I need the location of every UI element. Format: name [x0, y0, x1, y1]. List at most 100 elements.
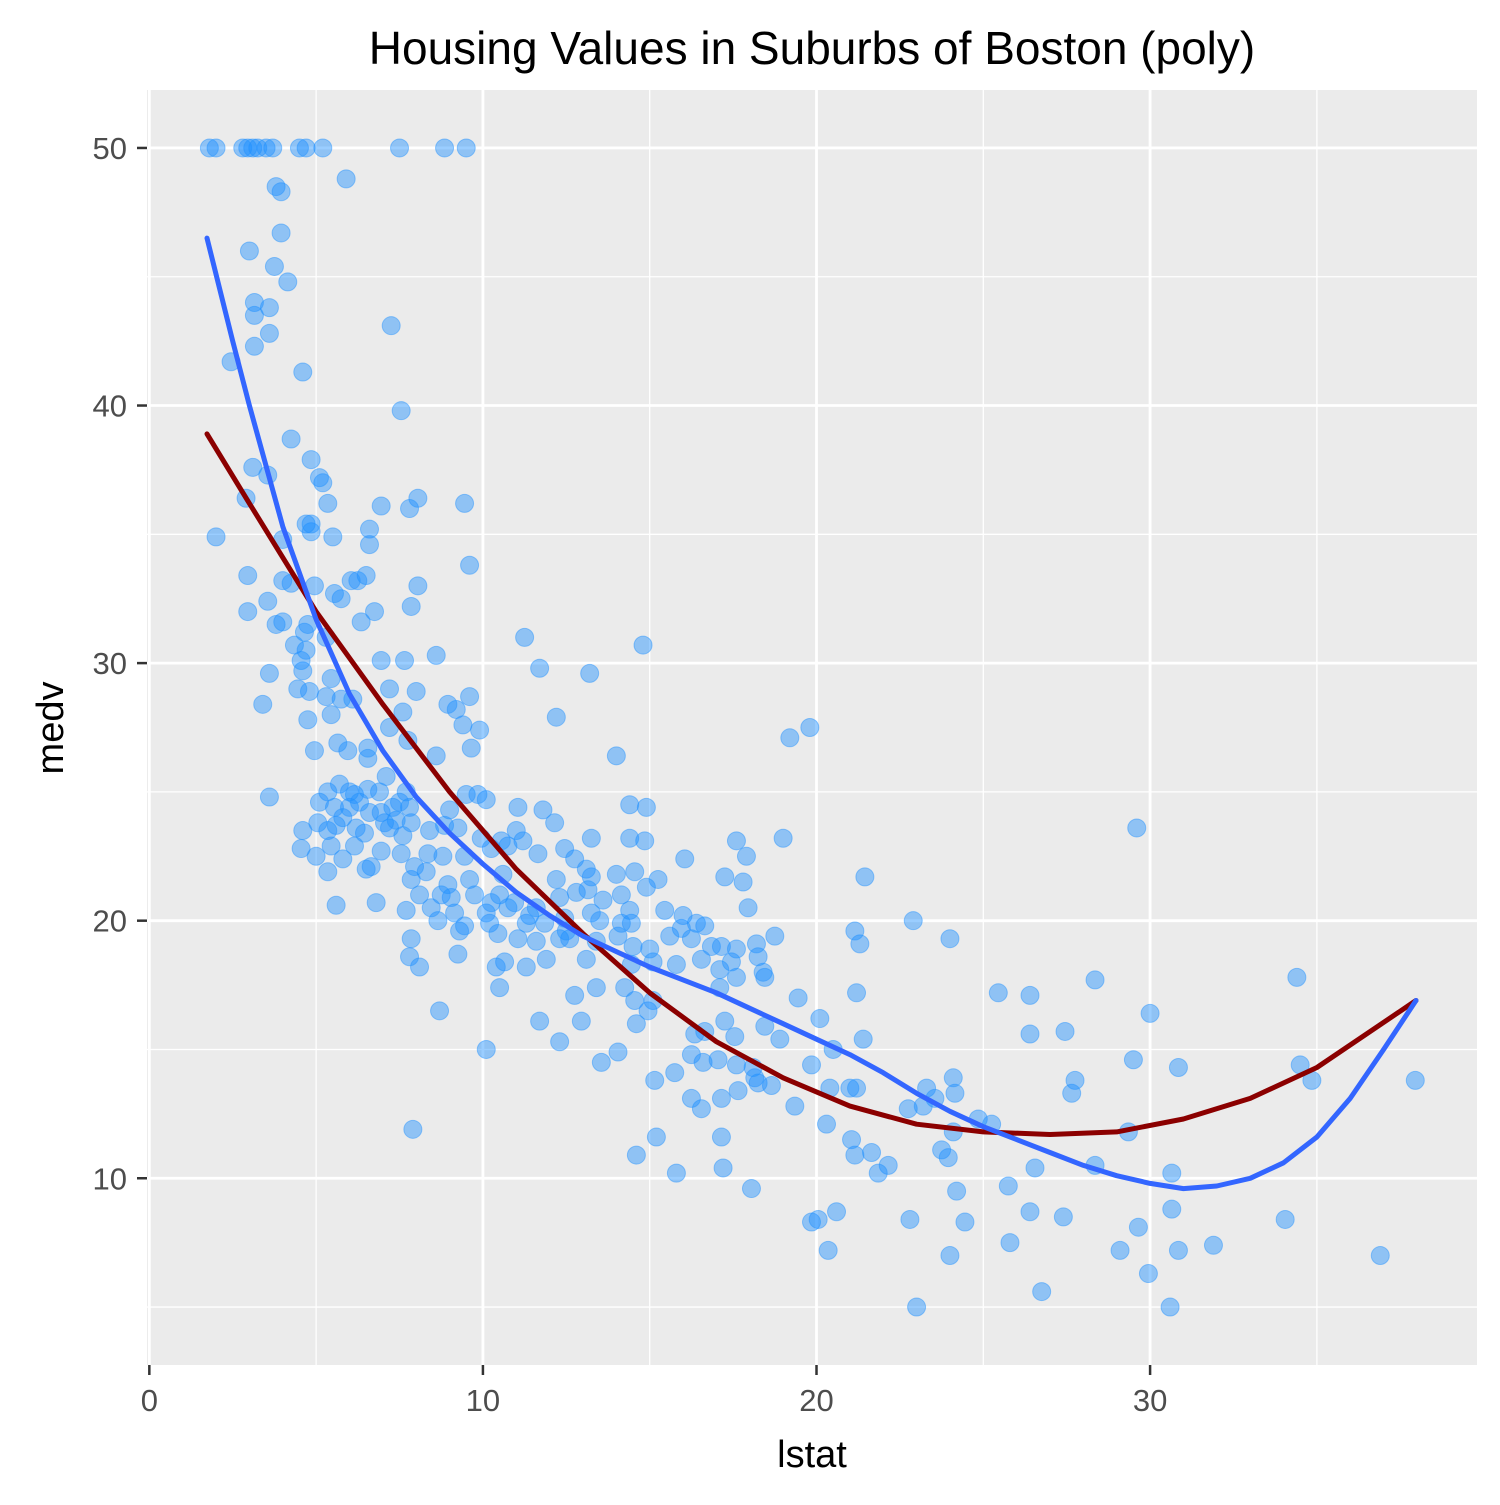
data-point	[289, 138, 309, 158]
data-point	[847, 983, 867, 1003]
data-point	[998, 1176, 1018, 1196]
data-point	[376, 766, 396, 786]
data-point	[309, 468, 329, 488]
data-point	[339, 797, 359, 817]
data-point	[468, 784, 488, 804]
data-point	[711, 1127, 731, 1147]
data-point	[455, 493, 475, 513]
data-point	[666, 954, 686, 974]
data-point	[461, 738, 481, 758]
data-point	[625, 991, 645, 1011]
data-point	[450, 921, 470, 941]
data-point	[827, 1202, 847, 1222]
data-point	[465, 885, 485, 905]
data-point	[606, 746, 626, 766]
data-point	[711, 1088, 731, 1108]
data-point	[321, 705, 341, 725]
data-point	[370, 782, 390, 802]
data-point	[546, 869, 566, 889]
data-point	[294, 622, 314, 642]
data-point	[788, 988, 808, 1008]
data-point	[691, 1099, 711, 1119]
data-point	[738, 898, 758, 918]
data-point	[333, 808, 353, 828]
data-point	[348, 571, 368, 591]
data-point	[508, 797, 528, 817]
data-point	[710, 960, 730, 980]
data-point	[741, 1179, 761, 1199]
data-point	[728, 1081, 748, 1101]
data-point	[1128, 1217, 1148, 1237]
data-point	[298, 710, 318, 730]
data-point	[291, 839, 311, 859]
data-point	[530, 658, 550, 678]
data-point	[380, 679, 400, 699]
data-point	[1020, 985, 1040, 1005]
data-point	[358, 748, 378, 768]
x-tick-label: 0	[141, 1383, 158, 1418]
data-point	[430, 1001, 450, 1021]
data-point	[318, 782, 338, 802]
data-point	[655, 900, 675, 920]
data-point	[299, 681, 319, 701]
data-point	[259, 298, 279, 318]
data-point	[386, 810, 406, 830]
data-point	[626, 1145, 646, 1165]
data-point	[635, 831, 655, 851]
data-point	[253, 694, 273, 714]
data-point	[371, 651, 391, 671]
data-point	[296, 514, 316, 534]
data-point	[349, 792, 369, 812]
data-point	[801, 1055, 821, 1075]
data-point	[581, 867, 601, 887]
data-point	[620, 900, 640, 920]
data-point	[565, 985, 585, 1005]
data-point	[301, 450, 321, 470]
data-point	[550, 1032, 570, 1052]
data-point	[515, 627, 535, 647]
data-point	[516, 913, 536, 933]
data-point	[488, 924, 508, 944]
data-point	[381, 316, 401, 336]
data-point	[536, 949, 556, 969]
data-point	[1085, 970, 1105, 990]
data-point	[375, 813, 395, 833]
data-point	[476, 1039, 496, 1059]
data-point	[271, 182, 291, 202]
data-point	[321, 836, 341, 856]
data-point	[326, 815, 346, 835]
data-point	[408, 488, 428, 508]
data-point	[748, 1073, 768, 1093]
data-point	[878, 1155, 898, 1175]
data-point	[403, 1119, 423, 1139]
data-point	[620, 795, 640, 815]
data-point	[733, 872, 753, 892]
data-point	[301, 522, 321, 542]
data-point	[395, 651, 415, 671]
data-point	[1055, 1021, 1075, 1041]
data-point	[533, 800, 553, 820]
data-point	[1032, 1282, 1052, 1302]
data-point	[817, 1114, 837, 1134]
data-point	[615, 978, 635, 998]
data-point	[593, 890, 613, 910]
data-point	[318, 862, 338, 882]
data-point	[391, 844, 411, 864]
data-point	[988, 983, 1008, 1003]
data-point	[666, 1163, 686, 1183]
data-point	[671, 918, 691, 938]
data-point	[296, 640, 316, 660]
data-point	[426, 746, 446, 766]
data-point	[393, 702, 413, 722]
data-point	[528, 844, 548, 864]
data-point	[313, 138, 333, 158]
data-point	[431, 885, 451, 905]
y-axis-title: medv	[30, 682, 72, 775]
data-point	[336, 169, 356, 189]
data-point	[955, 1212, 975, 1232]
data-point	[316, 687, 336, 707]
data-point	[693, 1052, 713, 1072]
data-point	[736, 846, 756, 866]
